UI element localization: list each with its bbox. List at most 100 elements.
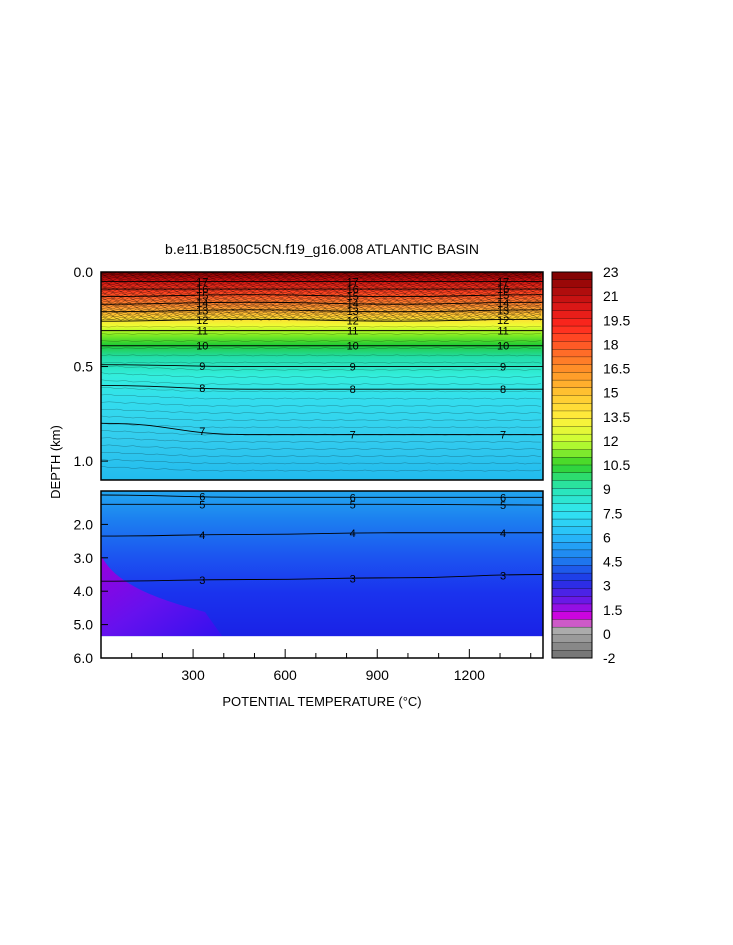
contour-label: 15 — [497, 290, 509, 302]
colorbar-cell — [551, 495, 593, 504]
y-axis-upper: 0.0 0.5 1.0 — [74, 264, 108, 469]
minor-contour-line — [101, 372, 542, 378]
surface-contour-line — [101, 281, 542, 285]
colorbar-cell — [551, 542, 593, 551]
surface-contour-line — [101, 276, 542, 280]
contour-label: 14 — [347, 299, 359, 311]
contour-label: 15 — [196, 290, 208, 302]
colorbar-cell — [551, 441, 593, 450]
contour-label: 16 — [196, 284, 208, 296]
contour-label: 6 — [199, 492, 205, 504]
colorbar-tick-label: 6 — [603, 529, 611, 545]
colorbar: 23 21 19.5 18 16.5 15 13.5 12 10.5 9 7.5 6 4.5 3 1.5 0 -… — [551, 264, 630, 666]
y-tick-label: 5.0 — [74, 617, 94, 633]
minor-contour-line — [101, 408, 542, 419]
colorbar-tick-label: 9 — [603, 481, 611, 497]
y-tick-label: 3.0 — [74, 550, 94, 566]
minor-contour-line — [101, 437, 542, 448]
minor-contour-line — [101, 452, 542, 463]
colorbar-cell — [551, 588, 593, 597]
x-axis: 300 600 900 1200 — [131, 649, 532, 683]
contour-label: 11 — [197, 326, 208, 338]
minor-contour-line — [101, 386, 542, 398]
colorbar-cell — [551, 480, 593, 489]
contour-label: 13 — [196, 305, 208, 317]
contour-label: 16 — [497, 284, 509, 296]
y-tick-label: 2.0 — [74, 516, 94, 532]
y-tick-label: 0.0 — [74, 264, 94, 280]
colorbar-cell — [551, 449, 593, 458]
y-tick-label: 0.5 — [74, 359, 94, 375]
minor-contour-line — [101, 459, 542, 470]
colorbar-cell — [551, 511, 593, 520]
colorbar-cell — [551, 572, 593, 582]
contour-label: 12 — [497, 315, 509, 327]
contour-14 — [101, 301, 543, 305]
surface-contour-line — [101, 316, 542, 320]
contour-label: 8 — [350, 384, 356, 396]
contour-label: 7 — [500, 430, 506, 442]
contour-label: 6 — [500, 492, 506, 504]
colorbar-cell — [551, 626, 593, 636]
surface-contour-line — [101, 282, 542, 286]
x-axis-label: POTENTIAL TEMPERATURE (°C) — [222, 694, 421, 709]
surface-contour-line — [101, 292, 542, 296]
colorbar-tick-label: 3 — [603, 578, 611, 594]
x-tick-label: 600 — [273, 667, 297, 683]
colorbar-cell — [551, 295, 593, 304]
colorbar-cell — [551, 518, 593, 528]
minor-contour-line — [101, 401, 542, 412]
contour-label: 9 — [199, 361, 205, 373]
surface-contour-line — [101, 272, 542, 275]
contour-label: 8 — [199, 383, 205, 395]
minor-contour-line — [101, 325, 542, 328]
contour-label: 5 — [199, 499, 205, 511]
colorbar-tick-label: 10.5 — [603, 457, 630, 473]
surface-contour-line — [101, 290, 542, 294]
minor-contour-line — [101, 444, 542, 455]
colorbar-cell — [551, 271, 593, 281]
colorbar-cell — [551, 534, 593, 543]
contour-label: 9 — [350, 362, 356, 374]
contour-label: 16 — [347, 284, 359, 296]
contour-label: 17 — [196, 276, 208, 288]
surface-contour-line — [101, 303, 542, 307]
surface-contour-line — [101, 295, 542, 299]
minor-contour-line — [101, 332, 542, 335]
contour-8 — [101, 385, 543, 390]
colorbar-cell — [551, 611, 593, 620]
contour-label: 14 — [196, 298, 208, 310]
contour-13 — [101, 309, 543, 313]
contour-label: 7 — [199, 426, 205, 438]
colorbar-cell — [551, 356, 593, 365]
minor-contour-line — [101, 340, 542, 342]
colorbar-cell — [551, 603, 593, 613]
colorbar-cell — [551, 634, 593, 643]
colorbar-cell — [551, 395, 593, 404]
contour-label: 13 — [347, 306, 359, 318]
lower-panel: 6 6 65 5 54 4 43 3 3 — [101, 491, 543, 658]
contour-label: 3 — [500, 570, 506, 582]
colorbar-cell — [551, 503, 593, 512]
minor-contour-line — [101, 379, 542, 391]
y-tick-label: 1.0 — [74, 453, 94, 469]
contour-label: 13 — [497, 305, 509, 317]
colorbar-cell — [551, 364, 593, 373]
colorbar-cell — [551, 333, 593, 342]
surface-contour-line — [101, 308, 542, 312]
contour-label: 17 — [497, 276, 509, 288]
x-tick-label: 300 — [181, 667, 205, 683]
colorbar-tick-label: 4.5 — [603, 554, 623, 570]
colorbar-cell — [551, 433, 593, 443]
surface-contour-line — [101, 313, 542, 317]
surface-contour-line — [101, 314, 542, 318]
colorbar-tick-label: 19.5 — [603, 312, 630, 328]
colorbar-cell — [551, 318, 593, 327]
colorbar-tick-label: 12 — [603, 433, 619, 449]
surface-contour-line — [101, 305, 542, 309]
colorbar-cell — [551, 565, 593, 574]
minor-contour-line — [101, 394, 542, 405]
colorbar-cell — [551, 325, 593, 335]
minor-contour-line — [101, 465, 542, 477]
